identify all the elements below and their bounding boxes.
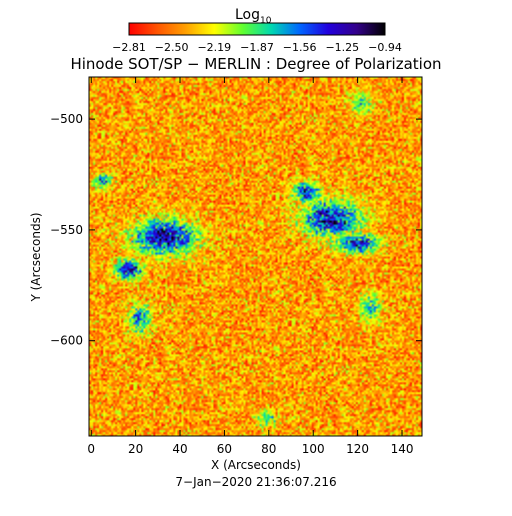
x-tick-label: 80 bbox=[261, 442, 276, 456]
y-tick-label: −600 bbox=[50, 334, 83, 348]
x-tick-label: 100 bbox=[302, 442, 325, 456]
colorbar-label: Log10 bbox=[235, 7, 272, 26]
y-axis: −600 −550 −500 bbox=[50, 112, 422, 348]
y-tick-label: −550 bbox=[50, 223, 83, 237]
chart-title: Hinode SOT/SP − MERLIN : Degree of Polar… bbox=[70, 55, 441, 73]
x-tick-label: 140 bbox=[391, 442, 414, 456]
x-axis: 0 20 40 60 80 100 120 140 bbox=[87, 77, 413, 456]
x-tick-label: 40 bbox=[172, 442, 187, 456]
colorbar-tick-label: −2.19 bbox=[197, 41, 231, 54]
plot-frame bbox=[88, 76, 423, 437]
colorbar-tick-labels: −2.81 −2.50 −2.19 −1.87 −1.56 −1.25 −0.94 bbox=[112, 41, 402, 54]
colorbar-tick-label: −0.94 bbox=[368, 41, 402, 54]
y-axis-label: Y (Arcseconds) bbox=[29, 212, 43, 302]
colorbar-tick-label: −1.56 bbox=[283, 41, 317, 54]
y-tick-label: −500 bbox=[50, 112, 83, 126]
colorbar-tick-label: −1.87 bbox=[240, 41, 274, 54]
colorbar-tick-label: −2.81 bbox=[112, 41, 146, 54]
x-axis-label: X (Arcseconds) bbox=[211, 458, 301, 472]
colorbar-tick-label: −1.25 bbox=[325, 41, 359, 54]
timestamp: 7−Jan−2020 21:36:07.216 bbox=[175, 475, 336, 489]
x-tick-label: 20 bbox=[128, 442, 143, 456]
heatmap-image bbox=[89, 77, 422, 436]
x-tick-label: 60 bbox=[217, 442, 232, 456]
x-tick-label: 120 bbox=[346, 442, 369, 456]
colorbar bbox=[128, 22, 386, 36]
colorbar-tick-label: −2.50 bbox=[155, 41, 189, 54]
x-tick-label: 0 bbox=[87, 442, 95, 456]
